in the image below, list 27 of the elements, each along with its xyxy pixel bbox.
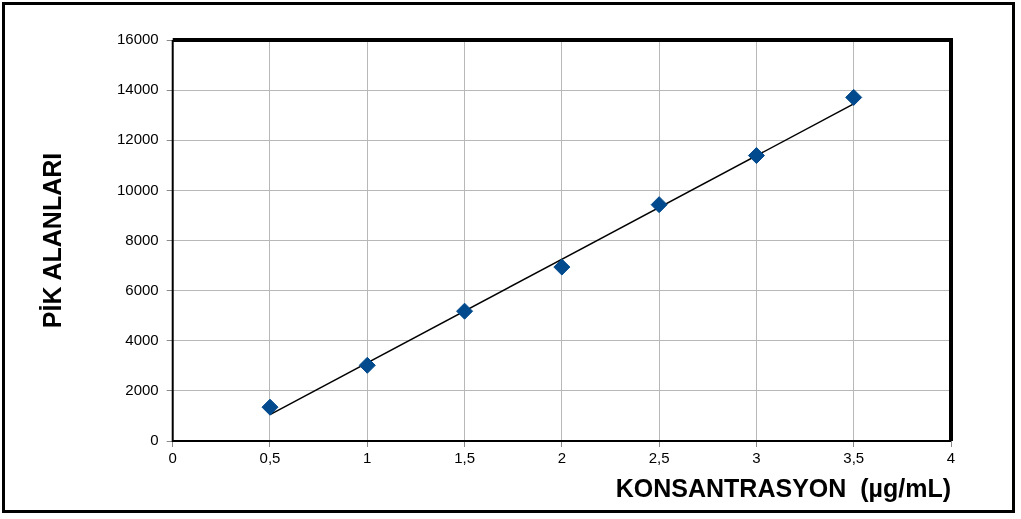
- x-tick-label: 3,5: [843, 449, 865, 467]
- x-tick-label: 2,5: [648, 449, 670, 467]
- point: [553, 258, 571, 276]
- point: [747, 147, 765, 165]
- y-axis-title: PİK ALANLARI: [37, 152, 66, 329]
- y-tick-label: 2000: [125, 381, 159, 399]
- y-tick-label: 14000: [116, 80, 159, 98]
- y-tick-label: 4000: [125, 330, 159, 348]
- x-axis-title: KONSANTRASYON (µg/mL): [615, 473, 951, 502]
- y-tick-label: 8000: [125, 230, 159, 248]
- x-tick-label: 4: [946, 449, 956, 467]
- x-tick-label: 0,5: [259, 449, 281, 467]
- x-tick-label: 1: [363, 449, 372, 467]
- x-tick-label: 0: [168, 449, 177, 467]
- y-tick-label: 6000: [125, 280, 159, 298]
- y-tick-label: 10000: [116, 180, 159, 198]
- y-tick-label: 0: [150, 431, 159, 449]
- y-tick-label: 16000: [116, 30, 159, 48]
- point: [456, 302, 474, 320]
- point: [650, 196, 668, 214]
- x-tick-label: 2: [557, 449, 567, 467]
- point: [358, 356, 376, 374]
- point: [845, 88, 863, 106]
- y-tick-label: 12000: [116, 130, 159, 148]
- x-tick-label: 1,5: [454, 449, 475, 467]
- x-tick-label: 3: [752, 449, 761, 467]
- point: [261, 398, 279, 416]
